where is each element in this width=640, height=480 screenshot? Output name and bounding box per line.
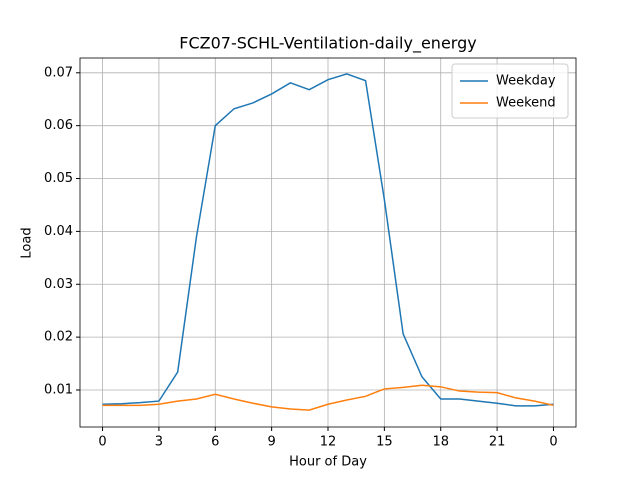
x-tick-label: 0 bbox=[549, 435, 557, 450]
x-tick-label: 12 bbox=[320, 435, 337, 450]
y-tick-label: 0.07 bbox=[44, 65, 73, 80]
y-tick-label: 0.02 bbox=[44, 330, 73, 345]
x-axis-label: Hour of Day bbox=[289, 455, 367, 470]
plot-frame bbox=[79, 57, 577, 428]
y-tick-label: 0.01 bbox=[44, 382, 73, 397]
x-tick-label: 9 bbox=[267, 435, 275, 450]
y-tick-label: 0.03 bbox=[44, 277, 73, 292]
x-tick-label: 0 bbox=[98, 435, 106, 450]
legend-box bbox=[451, 63, 569, 119]
x-tick-label: 3 bbox=[155, 435, 163, 450]
chart-title: FCZ07-SCHL-Ventilation-daily_energy bbox=[179, 34, 476, 54]
legend-label: Weekend bbox=[496, 96, 556, 111]
y-tick-label: 0.06 bbox=[44, 118, 73, 133]
x-tick-label: 15 bbox=[376, 435, 393, 450]
y-axis-label: Load bbox=[20, 227, 35, 258]
x-tick-label: 6 bbox=[211, 435, 219, 450]
x-tick-label: 18 bbox=[432, 435, 449, 450]
y-tick-label: 0.05 bbox=[44, 171, 73, 186]
y-tick-label: 0.04 bbox=[44, 224, 73, 239]
legend-label: Weekday bbox=[496, 74, 556, 89]
series-line bbox=[102, 73, 554, 407]
series-line bbox=[102, 384, 554, 411]
x-tick-label: 21 bbox=[489, 435, 506, 450]
